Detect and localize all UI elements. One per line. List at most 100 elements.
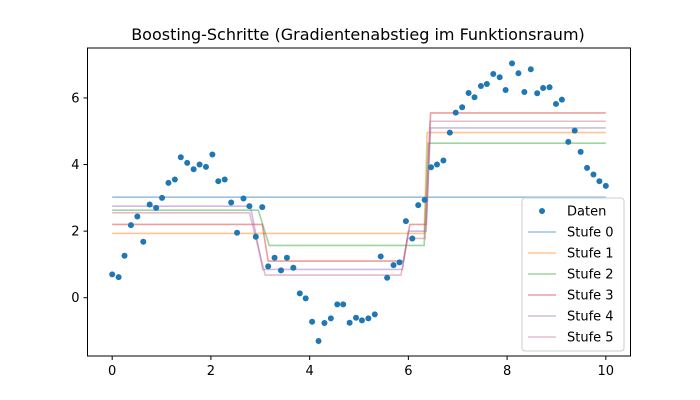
data-point [283,254,290,261]
data-point [115,274,122,281]
legend-label-stufe-1: Stufe 1 [567,247,614,262]
data-point [202,163,209,170]
data-point [309,318,316,325]
data-point [334,301,341,308]
data-point [252,233,259,240]
data-point [358,317,365,324]
data-point [483,80,490,87]
series-line-stufe-5 [112,120,606,276]
x-tick-label: 4 [305,364,313,379]
legend-label-stufe-5: Stufe 5 [567,331,614,346]
data-point [246,203,253,210]
data-point [240,195,247,202]
legend: Daten Stufe 0 Stufe 1 Stufe 2 Stufe 3 Stufe 4… [521,197,625,352]
data-point [259,204,266,211]
data-point [415,202,422,209]
data-point [477,82,484,89]
legend-box [521,197,625,352]
data-point [571,127,578,134]
data-point [402,218,409,225]
data-point [440,157,447,164]
data-point [396,259,403,266]
data-point [271,254,278,261]
legend-label-stufe-4: Stufe 4 [567,310,614,325]
data-point [409,235,416,242]
data-point [465,89,472,96]
data-point [552,100,559,107]
x-tick-label: 6 [404,364,412,379]
data-point [127,222,134,229]
legend-label-stufe-2: Stufe 2 [567,268,614,283]
data-point [558,96,565,103]
series-line-stufe-3 [112,112,606,262]
legend-label-stufe-3: Stufe 3 [567,289,614,304]
y-tick-label: 2 [71,225,79,240]
data-point [540,84,547,91]
plot-frame [87,47,631,357]
legend-marker-daten [539,208,545,214]
x-tick-label: 10 [598,364,615,379]
x-tick-label: 0 [108,364,116,379]
data-point [109,271,116,278]
data-point [278,267,285,274]
data-point [177,154,184,161]
data-point [121,252,128,259]
legend-label-stufe-0: Stufe 0 [567,226,614,241]
y-tick-label: 0 [71,291,79,306]
data-point [527,66,534,73]
data-point [590,171,597,178]
data-point [521,88,528,95]
data-point [165,179,172,186]
data-point [302,295,309,302]
data-point [190,166,197,173]
data-point [140,238,147,245]
data-point [327,315,334,322]
data-point [490,70,497,77]
data-point [502,86,509,93]
series-line-stufe-4 [112,127,606,271]
data-point [428,164,435,171]
data-point [346,319,353,326]
data-point [228,199,235,206]
chart-title: Boosting-Schritte (Gradientenabstieg im … [131,25,585,44]
data-point [509,60,516,67]
data-point [365,315,372,322]
data-point [421,196,428,203]
data-point [134,213,141,220]
data-point [459,104,466,111]
data-point [290,264,297,271]
axes: 0 2 4 6 8 10 0 2 4 6 [71,91,614,379]
data-point [296,290,303,297]
data-point [159,194,166,201]
data-point [565,138,572,145]
data-point [321,320,328,327]
data-point [602,182,609,189]
plot-area [109,60,609,345]
data-point [390,262,397,269]
data-point [433,161,440,168]
data-point [546,84,553,91]
data-point [315,338,322,345]
data-point [340,301,347,308]
series-line-stufe-2 [112,142,606,247]
data-point [265,263,272,270]
data-point [234,229,241,236]
y-tick-label: 4 [71,158,79,173]
data-point [196,161,203,168]
data-point [353,314,360,321]
data-point [496,74,503,81]
x-tick-label: 2 [207,364,215,379]
data-point [153,204,160,211]
data-point [577,148,584,155]
legend-label-daten: Daten [567,205,606,220]
data-point [471,94,478,101]
data-point [384,274,391,281]
data-point [371,311,378,318]
data-point [209,151,216,158]
data-point [534,90,541,97]
data-point [452,109,459,116]
data-point [215,178,222,185]
data-point [446,129,453,136]
data-point [596,178,603,185]
